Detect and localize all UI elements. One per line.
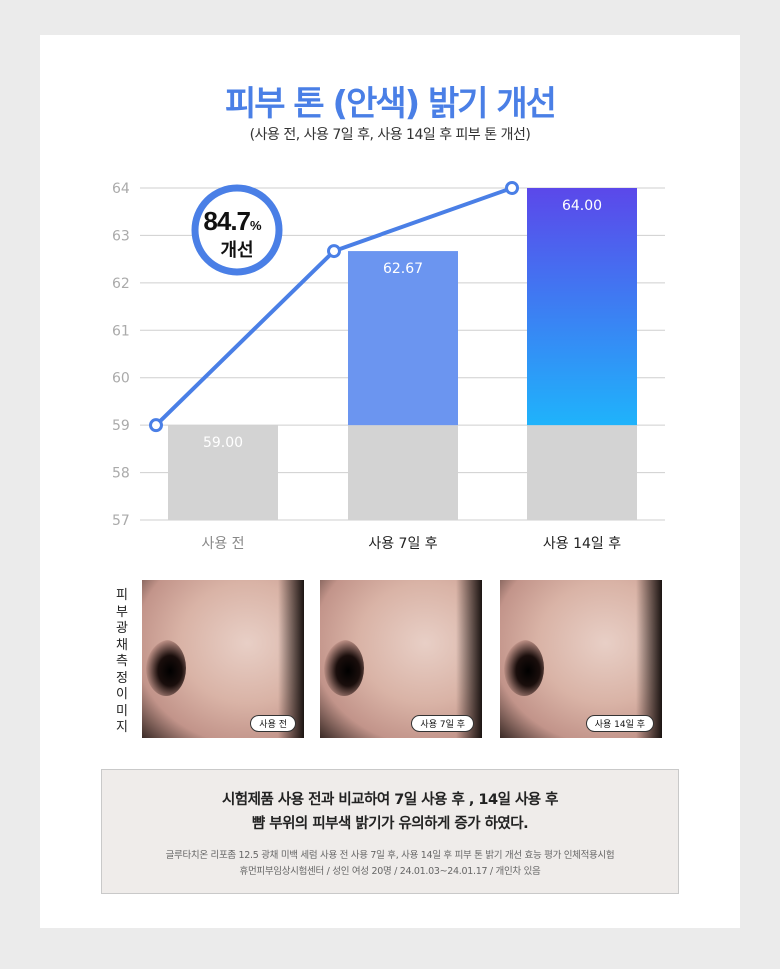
skin-photo-before: 사용 전 xyxy=(142,580,304,738)
photo-tag: 사용 14일 후 xyxy=(585,715,654,732)
y-tick-label: 57 xyxy=(112,513,130,529)
y-tick-label: 60 xyxy=(112,371,130,387)
page-title: 피부 톤 (안색) 밝기 개선 xyxy=(225,84,557,124)
improvement-badge: 84.7% 개선 xyxy=(191,184,283,276)
photo-tag: 사용 전 xyxy=(250,715,296,732)
y-tick-label: 64 xyxy=(112,181,130,197)
x-tick-label: 사용 전 xyxy=(201,536,244,552)
images-side-label: 피부 광채 측정 이미지 xyxy=(116,588,128,735)
bar-14days xyxy=(527,188,637,426)
y-tick-label: 59 xyxy=(112,418,130,434)
bar-data-label: 62.67 xyxy=(383,261,423,277)
note-line-2: 뺨 부위의 피부색 밝기가 유의하게 증가 하였다. xyxy=(251,816,529,832)
trend-point xyxy=(149,418,163,433)
y-tick-label: 62 xyxy=(112,276,130,292)
svg-text:84.7%: 84.7% xyxy=(203,206,262,236)
photo-tag: 사용 7일 후 xyxy=(411,715,474,732)
trend-point xyxy=(505,181,519,195)
badge-value: 84.7 xyxy=(203,206,250,236)
x-tick-label: 사용 7일 후 xyxy=(368,536,437,552)
y-tick-label: 61 xyxy=(112,323,130,339)
note-detail-2: 휴먼피부임상시험센터 / 성인 여성 20명 / 24.01.03~24.01.… xyxy=(239,866,541,877)
bar-7days xyxy=(348,251,458,426)
note-detail-1: 글루타치온 리포좀 12.5 광채 미백 세럼 사용 전 사용 7일 후, 사용… xyxy=(165,850,615,861)
bar-baseline-7days xyxy=(348,425,458,520)
badge-unit: % xyxy=(250,218,262,233)
bar-data-label: 59.00 xyxy=(203,435,243,451)
bar-baseline-14days xyxy=(527,425,637,520)
note-line-1: 시험제품 사용 전과 비교하여 7일 사용 후 , 14일 사용 후 xyxy=(221,792,559,808)
y-tick-label: 63 xyxy=(112,228,130,244)
bar-data-label: 64.00 xyxy=(562,198,602,214)
skin-photo-14days: 사용 14일 후 xyxy=(500,580,662,738)
skin-photo-7days: 사용 7일 후 xyxy=(320,580,482,738)
bar-baseline-before xyxy=(168,425,278,520)
y-tick-label: 58 xyxy=(112,466,130,482)
page-subtitle: (사용 전, 사용 7일 후, 사용 14일 후 피부 톤 개선) xyxy=(249,127,531,143)
badge-label: 개선 xyxy=(220,240,253,261)
trend-point xyxy=(327,244,341,259)
bar-chart: 57 58 59 60 61 62 63 64 59.00 사용 전 62.67 사용 7일 후 64… xyxy=(112,181,665,552)
x-tick-label: 사용 14일 후 xyxy=(543,536,621,552)
